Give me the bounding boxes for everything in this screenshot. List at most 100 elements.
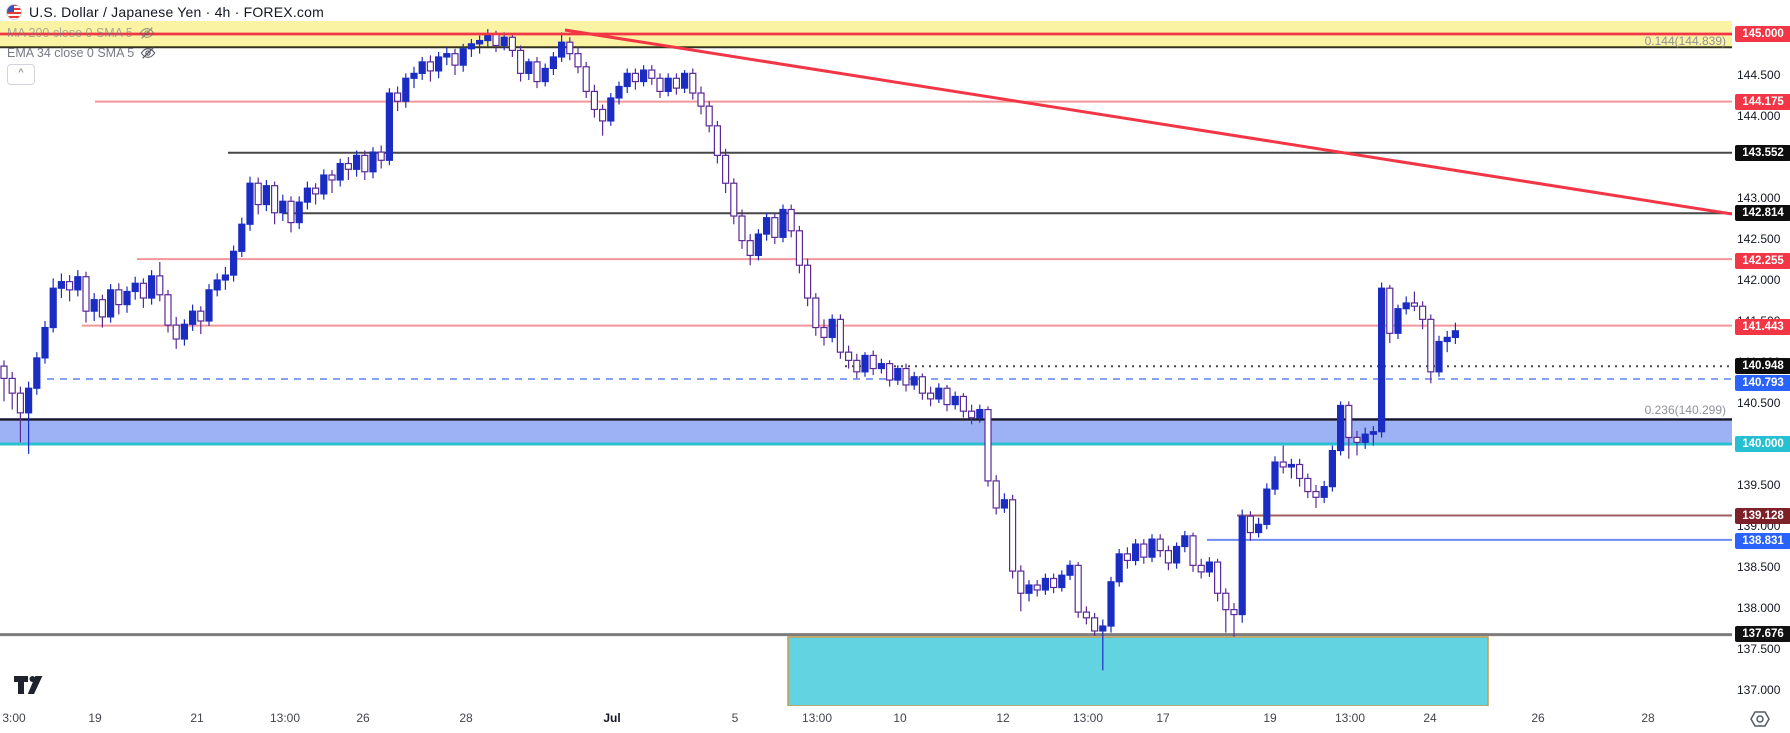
candle xyxy=(65,275,74,302)
candle xyxy=(418,56,426,80)
candle xyxy=(353,150,361,177)
candle xyxy=(1443,330,1451,353)
candle xyxy=(246,176,254,231)
price-level-badge: 140.000 xyxy=(1735,436,1790,452)
candle xyxy=(1312,485,1320,508)
time-tick: 28 xyxy=(1641,711,1655,725)
price-level-badge: 140.948 xyxy=(1735,358,1790,374)
candle xyxy=(943,384,951,412)
price-level-badge: 144.175 xyxy=(1735,94,1790,110)
time-tick: 13:00 xyxy=(269,711,301,725)
candle xyxy=(853,353,861,379)
candle xyxy=(861,352,869,377)
indicator-label[interactable]: EMA 34 close 0 SMA 5 xyxy=(7,46,135,60)
time-tick: 10 xyxy=(893,711,907,725)
candle xyxy=(98,294,107,328)
candle xyxy=(1090,612,1099,636)
candle xyxy=(344,157,352,180)
candle xyxy=(25,381,33,454)
eye-off-icon[interactable] xyxy=(139,26,155,40)
time-tick: 24 xyxy=(1423,711,1437,725)
candle xyxy=(582,61,590,98)
candle xyxy=(303,181,311,210)
candle xyxy=(1066,560,1074,581)
candle xyxy=(1099,619,1107,671)
candle xyxy=(230,245,238,282)
horizontal-lines-layer xyxy=(0,32,1732,637)
price-level-badge: 140.793 xyxy=(1735,375,1790,391)
candle xyxy=(1033,580,1041,597)
candle xyxy=(1238,509,1246,623)
candle xyxy=(500,32,508,51)
time-axis[interactable]: 3:00 19 21 13:00 26 28 Jul 5 13:00 10 12 13:00 17 19 1… xyxy=(0,706,1790,733)
candle xyxy=(57,273,66,299)
candle xyxy=(336,158,344,187)
candle xyxy=(394,86,402,112)
candle xyxy=(1205,557,1214,577)
candle xyxy=(820,319,828,346)
price-tick: 144.000 xyxy=(1737,109,1781,123)
candle xyxy=(598,104,607,136)
candle xyxy=(754,229,763,261)
candle xyxy=(238,217,246,258)
axis-settings-gear-icon[interactable] xyxy=(1749,710,1771,728)
time-tick: 3:00 xyxy=(2,711,26,725)
candle xyxy=(1361,427,1369,449)
candle xyxy=(1189,532,1197,572)
price-tick: 140.500 xyxy=(1737,396,1781,410)
price-tick: 137.000 xyxy=(1737,683,1781,697)
candle xyxy=(869,350,877,376)
candle xyxy=(377,145,385,169)
collapse-legend-button[interactable]: ^ xyxy=(7,64,35,85)
eye-off-icon[interactable] xyxy=(140,46,156,60)
candle xyxy=(877,358,886,374)
candle xyxy=(221,266,229,290)
candle xyxy=(935,383,943,403)
candle xyxy=(1279,445,1287,474)
tradingview-logo[interactable] xyxy=(13,673,49,697)
demand-box-137.7[interactable] xyxy=(787,636,1489,706)
price-level-badge: 145.000 xyxy=(1735,26,1790,42)
candle xyxy=(115,283,123,315)
candle xyxy=(189,304,197,331)
descending-trendline[interactable] xyxy=(564,28,1732,216)
candle xyxy=(156,261,164,302)
symbol-title[interactable]: U.S. Dollar / Japanese Yen · 4h · FOREX.… xyxy=(29,4,324,20)
price-tick: 142.500 xyxy=(1737,232,1781,246)
fib-support-zone-140.3[interactable] xyxy=(0,421,1732,443)
candle xyxy=(295,196,303,230)
candle xyxy=(902,363,910,392)
candle xyxy=(1213,558,1222,602)
price-tick: 138.500 xyxy=(1737,560,1781,574)
price-scale[interactable]: 144.500144.000143.000142.500142.000141.5… xyxy=(1733,0,1790,706)
candle xyxy=(131,276,139,300)
candle xyxy=(0,360,8,402)
candle xyxy=(1222,588,1230,633)
candle xyxy=(1197,558,1205,579)
price-tick: 143.000 xyxy=(1737,191,1781,205)
candle xyxy=(213,273,221,297)
candle xyxy=(771,212,779,244)
indicator-label[interactable]: MA 200 close 0 SMA 5 xyxy=(7,26,133,40)
candle xyxy=(476,35,484,54)
candle xyxy=(836,314,845,359)
candle xyxy=(180,319,188,346)
price-level-badge: 139.128 xyxy=(1735,508,1790,524)
candle xyxy=(435,52,443,79)
candle xyxy=(697,86,705,115)
indicator-legend-ema34[interactable]: EMA 34 close 0 SMA 5 xyxy=(7,46,156,60)
indicator-legend-ma200[interactable]: MA 200 close 0 SMA 5 xyxy=(7,26,155,40)
candle xyxy=(689,68,697,100)
symbol-header[interactable]: U.S. Dollar / Japanese Yen · 4h · FOREX.… xyxy=(6,4,324,20)
candle xyxy=(639,65,648,87)
candle xyxy=(426,55,434,82)
candle xyxy=(828,314,836,343)
candle xyxy=(287,196,295,233)
candle xyxy=(1181,530,1189,553)
candle xyxy=(590,84,599,118)
candle xyxy=(844,345,853,369)
candle xyxy=(402,73,410,108)
usdjpy-flag-icon xyxy=(6,4,22,20)
candle xyxy=(254,177,262,215)
